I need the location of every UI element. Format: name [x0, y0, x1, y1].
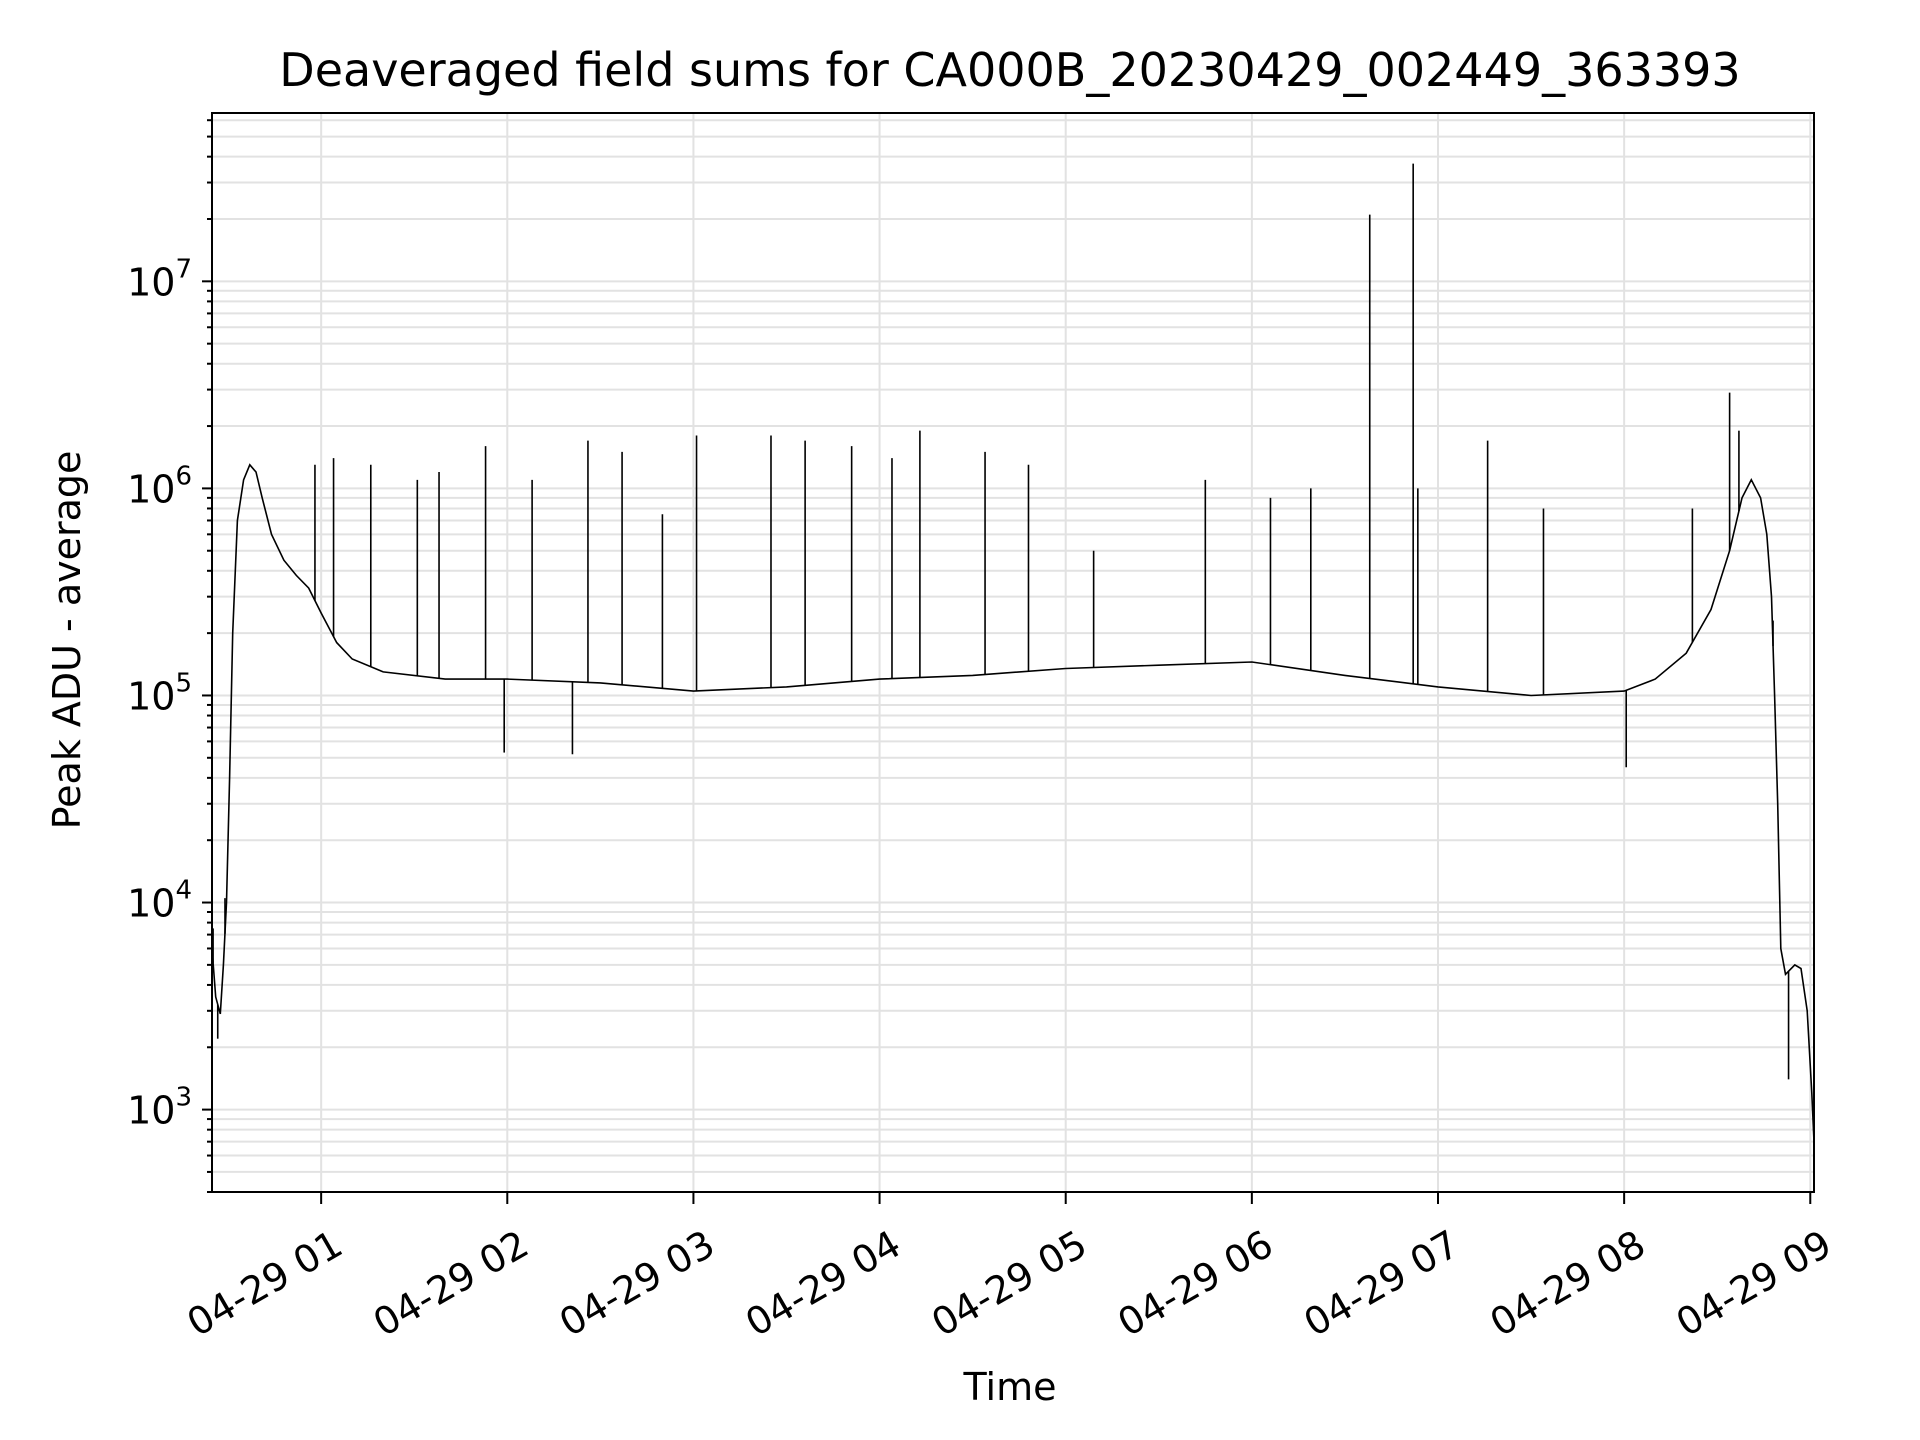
y-axis-label: Peak ADU - average [45, 451, 89, 830]
x-tick-label: 04-29 02 [366, 1222, 536, 1346]
x-tick-label: 04-29 07 [1297, 1222, 1467, 1346]
series-line [211, 463, 1815, 1142]
x-tick-label: 04-29 06 [1110, 1222, 1280, 1346]
x-tick-label: 04-29 04 [738, 1222, 908, 1346]
y-tick-label: 104 [127, 876, 192, 926]
y-tick-label: 103 [127, 1083, 192, 1133]
plot-frame [211, 112, 1815, 1193]
chart-title: Deaveraged field sums for CA000B_2023042… [279, 43, 1740, 97]
grid [212, 113, 1814, 1193]
x-tick-label: 04-29 05 [924, 1222, 1094, 1346]
series-layer [211, 163, 1815, 1142]
x-axis-label: Time [963, 1365, 1057, 1409]
y-tick-label: 107 [127, 254, 192, 304]
x-tick-label: 04-29 01 [180, 1222, 350, 1346]
x-tick-label: 04-29 09 [1669, 1222, 1839, 1346]
x-tick-label: 04-29 08 [1483, 1222, 1653, 1346]
y-tick-label: 105 [127, 668, 192, 718]
x-tick-label: 04-29 03 [552, 1222, 722, 1346]
x-axis: 04-29 01 04-29 02 04-29 03 04-29 04 04-29 05… [180, 1192, 1839, 1345]
y-tick-label: 106 [127, 461, 192, 511]
y-axis: 103 104 105 106 107 [127, 119, 212, 1193]
